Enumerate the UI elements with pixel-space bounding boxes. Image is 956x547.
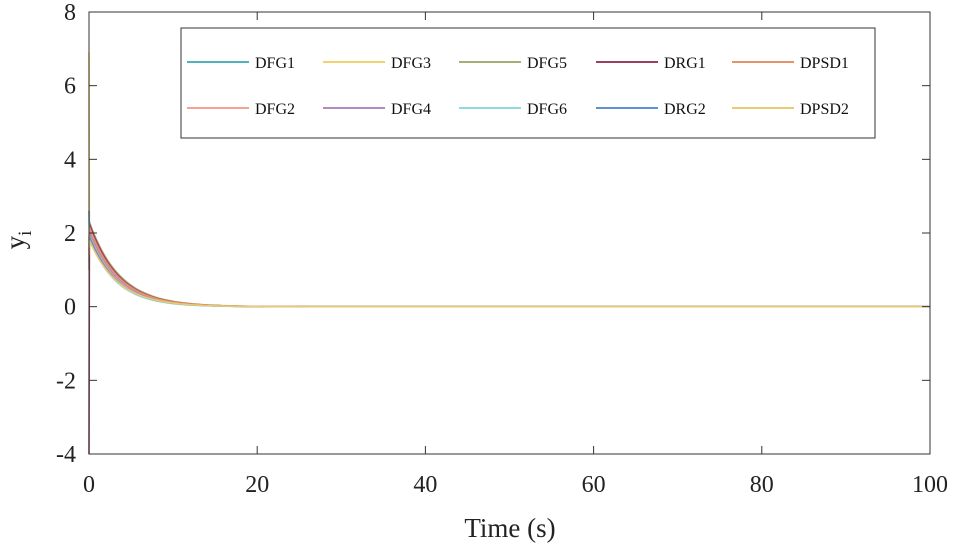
series-line-dpsd2 [88,240,930,308]
series-line-drg2 [88,210,930,308]
series-line-dfg6 [88,236,930,308]
legend: DFG1 DFG2 DFG3 DFG4 DFG5 DFG6 DRG1 DRG2 DPSD1 DPS… [180,27,876,139]
legend-item-dpsd2: DPSD2 [732,101,849,118]
legend-label: DPSD2 [800,101,849,118]
legend-label: DFG3 [391,55,431,72]
y-tick-label: 8 [64,0,76,26]
legend-label: DFG5 [527,55,567,72]
x-axis-label: Time (s) [464,513,555,543]
legend-box [180,27,876,139]
legend-item-dfg1: DFG1 [187,55,295,72]
series-line-dfg2 [88,234,930,308]
y-tick-label: -4 [56,442,76,468]
legend-item-dfg6: DFG6 [459,101,567,118]
series-line-drg1 [88,223,930,455]
series-line-dfg1 [88,230,930,308]
legend-label: DFG1 [255,55,295,72]
legend-item-dfg5: DFG5 [459,55,567,72]
axis-ticks [88,11,931,455]
series-line-dpsd1 [88,227,930,308]
legend-label: DRG2 [664,101,706,118]
legend-item-drg1: DRG1 [596,55,706,72]
y-tick-label: 0 [64,295,76,321]
x-tick-label: 60 [582,472,606,498]
y-axis-label: yi [0,231,36,250]
legend-item-dfg4: DFG4 [323,101,431,118]
x-tick-label: 80 [750,472,774,498]
legend-label: DRG1 [664,55,706,72]
legend-label: DFG6 [527,101,567,118]
x-tick-label: 0 [83,472,95,498]
legend-label: DPSD1 [800,55,849,72]
series-lines [88,52,930,455]
y-axis-label-main: y [0,235,30,249]
svg-text:yi: yi [0,231,36,250]
legend-item-dfg3: DFG3 [323,55,431,72]
y-tick-label: -2 [56,368,76,394]
series-line-dfg4 [88,229,930,308]
series-line-dfg5 [88,221,930,308]
legend-label: DFG2 [255,101,295,118]
x-tick-label: 20 [245,472,269,498]
y-axis-label-subscript: i [15,231,36,236]
legend-label: DFG4 [391,101,431,118]
legend-item-drg2: DRG2 [596,101,706,118]
legend-item-dfg2: DFG2 [187,101,295,118]
y-tick-label: 4 [64,147,76,173]
y-tick-label: 2 [64,221,76,247]
x-tick-label: 40 [413,472,437,498]
y-tick-label: 6 [64,74,76,100]
x-tick-labels: 0 20 40 60 80 100 [83,472,948,498]
x-tick-label: 100 [912,472,948,498]
legend-item-dpsd1: DPSD1 [732,55,849,72]
y-tick-labels: -4 -2 0 2 4 6 8 [56,0,76,468]
